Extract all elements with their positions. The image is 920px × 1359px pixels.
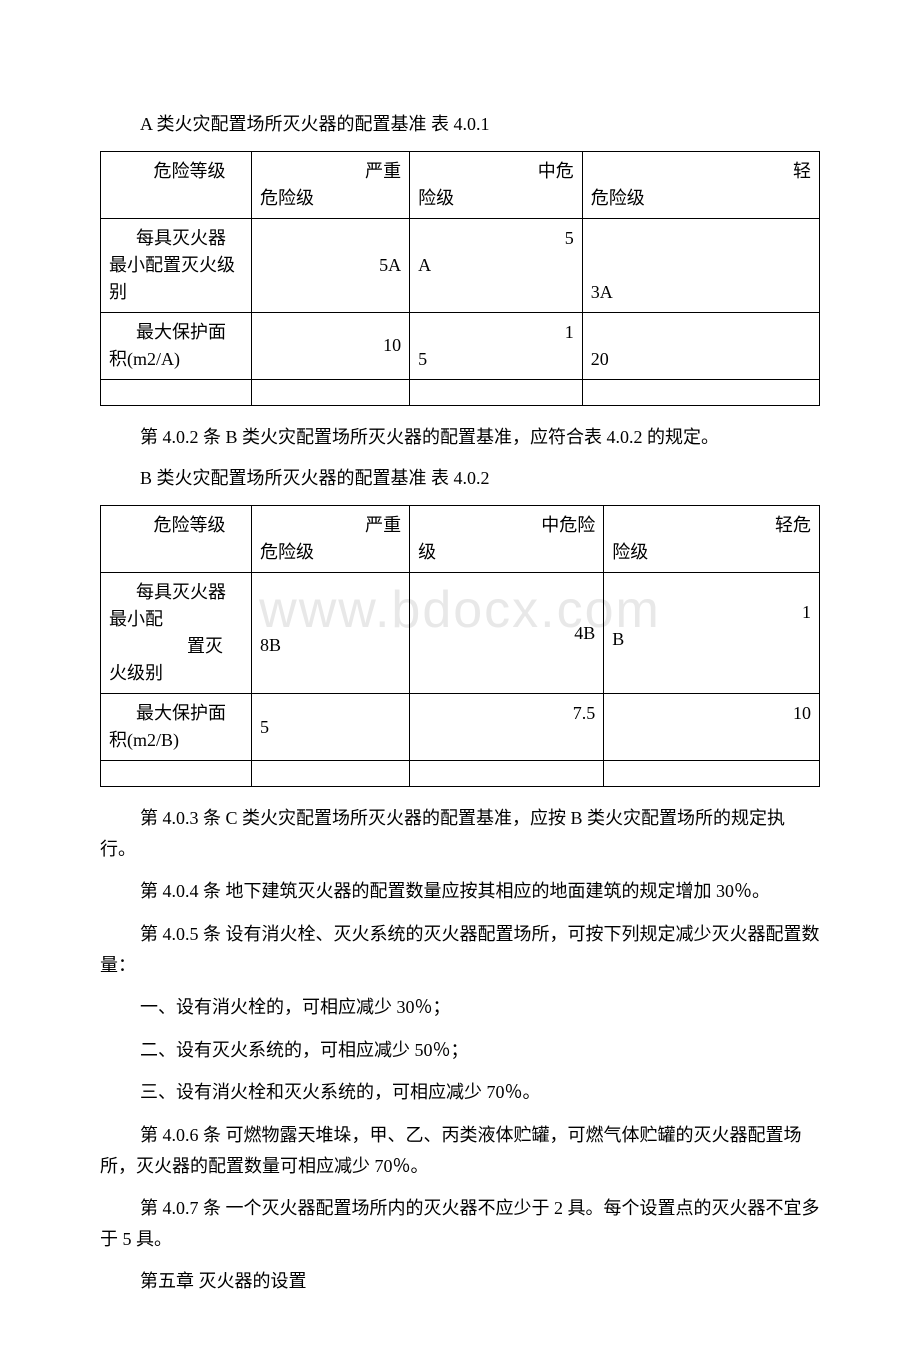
cell-text: 5 bbox=[418, 225, 574, 252]
table-401: 危险等级 严重 危险级 中危 险级 轻 危险级 每具灭火器 最小配置灭火级 别 … bbox=[100, 151, 820, 406]
cell-text: 中危险 bbox=[418, 512, 595, 539]
paragraph: 第 4.0.5 条 设有消火栓、灭火系统的灭火器配置场所，可按下列规定减少灭火器… bbox=[100, 919, 820, 980]
cell-text: 危险级 bbox=[260, 185, 401, 212]
paragraph: 第 4.0.2 条 B 类火灾配置场所灭火器的配置基准，应符合表 4.0.2 的… bbox=[100, 422, 820, 453]
cell-text: 危险等级 bbox=[109, 158, 243, 185]
table-row bbox=[101, 379, 820, 405]
table-row: 每具灭火器 最小配置灭火级 别 5A 5 A 3A bbox=[101, 218, 820, 312]
table-row: 最大保护面 积(m2/B) 5 7.5 10 bbox=[101, 694, 820, 761]
cell-text: 积(m2/A) bbox=[109, 349, 180, 369]
table-row: 每具灭火器 最小配 置灭 火级别 8B 4B 1 B bbox=[101, 573, 820, 694]
cell-text: 级 bbox=[418, 539, 595, 566]
cell-text: 10 bbox=[383, 335, 401, 355]
cell-text: 危险级 bbox=[260, 539, 401, 566]
cell-text: 10 bbox=[793, 703, 811, 723]
cell-text: 危险级 bbox=[591, 185, 811, 212]
chapter-heading: 第五章 灭火器的设置 bbox=[100, 1266, 820, 1297]
paragraph: 第 4.0.7 条 一个灭火器配置场所内的灭火器不应少于 2 具。每个设置点的灭… bbox=[100, 1193, 820, 1254]
table-row bbox=[101, 761, 820, 787]
cell-text: 置灭 bbox=[109, 633, 243, 660]
cell-text: 5 bbox=[260, 717, 269, 737]
cell-text: B bbox=[612, 626, 811, 653]
cell-text: 别 bbox=[109, 282, 127, 302]
cell-text: 20 bbox=[591, 349, 609, 369]
list-item: 一、设有消火栓的，可相应减少 30％； bbox=[140, 992, 820, 1023]
cell-text: 3A bbox=[591, 282, 613, 302]
table-row: 危险等级 严重 危险级 中危险 级 轻危 险级 bbox=[101, 506, 820, 573]
cell-text: A bbox=[418, 252, 574, 279]
cell-text: 轻 bbox=[591, 158, 811, 185]
paragraph: 第 4.0.6 条 可燃物露天堆垛，甲、乙、丙类液体贮罐，可燃气体贮罐的灭火器配… bbox=[100, 1120, 820, 1181]
table-row: 最大保护面 积(m2/A) 10 1 5 20 bbox=[101, 312, 820, 379]
cell-text: 积(m2/B) bbox=[109, 730, 179, 750]
table2-caption: B 类火灾配置场所灭火器的配置基准 表 4.0.2 bbox=[140, 464, 820, 493]
document-content: A 类火灾配置场所灭火器的配置基准 表 4.0.1 危险等级 严重 危险级 中危… bbox=[0, 0, 920, 1359]
cell-text: 4B bbox=[574, 623, 595, 643]
cell-text: 1 bbox=[612, 579, 811, 626]
cell-text: 中危 bbox=[418, 158, 574, 185]
list-item: 三、设有消火栓和灭火系统的，可相应减少 70％。 bbox=[140, 1077, 820, 1108]
cell-text: 最大保护面 bbox=[109, 319, 243, 346]
paragraph: 第 4.0.3 条 C 类火灾配置场所灭火器的配置基准，应按 B 类火灾配置场所… bbox=[100, 803, 820, 864]
cell-text: 严重 bbox=[260, 158, 401, 185]
cell-text: 每具灭火器 bbox=[109, 225, 243, 252]
cell-text: 危险等级 bbox=[109, 512, 243, 539]
cell-text: 5A bbox=[379, 255, 401, 275]
cell-text: 火级别 bbox=[109, 663, 163, 683]
cell-text: 险级 bbox=[418, 185, 574, 212]
table-402: 危险等级 严重 危险级 中危险 级 轻危 险级 每具灭火器 最小配 置灭 火级别… bbox=[100, 505, 820, 787]
cell-text: 最小配置灭火级 bbox=[109, 255, 235, 275]
cell-text: 1 bbox=[418, 319, 574, 346]
table-row: 危险等级 严重 危险级 中危 险级 轻 危险级 bbox=[101, 151, 820, 218]
cell-text: 严重 bbox=[260, 512, 401, 539]
cell-text: 每具灭火器 bbox=[109, 579, 243, 606]
cell-text: 轻危 bbox=[612, 512, 811, 539]
cell-text: 最大保护面 bbox=[109, 700, 243, 727]
table1-caption: A 类火灾配置场所灭火器的配置基准 表 4.0.1 bbox=[140, 110, 820, 139]
list-item: 二、设有灭火系统的，可相应减少 50％； bbox=[140, 1035, 820, 1066]
cell-text: 险级 bbox=[612, 539, 811, 566]
paragraph: 第 4.0.4 条 地下建筑灭火器的配置数量应按其相应的地面建筑的规定增加 30… bbox=[100, 876, 820, 907]
cell-text: 5 bbox=[418, 346, 574, 373]
cell-text: 7.5 bbox=[573, 703, 596, 723]
cell-text: 8B bbox=[260, 635, 281, 655]
cell-text: 最小配 bbox=[109, 609, 163, 629]
